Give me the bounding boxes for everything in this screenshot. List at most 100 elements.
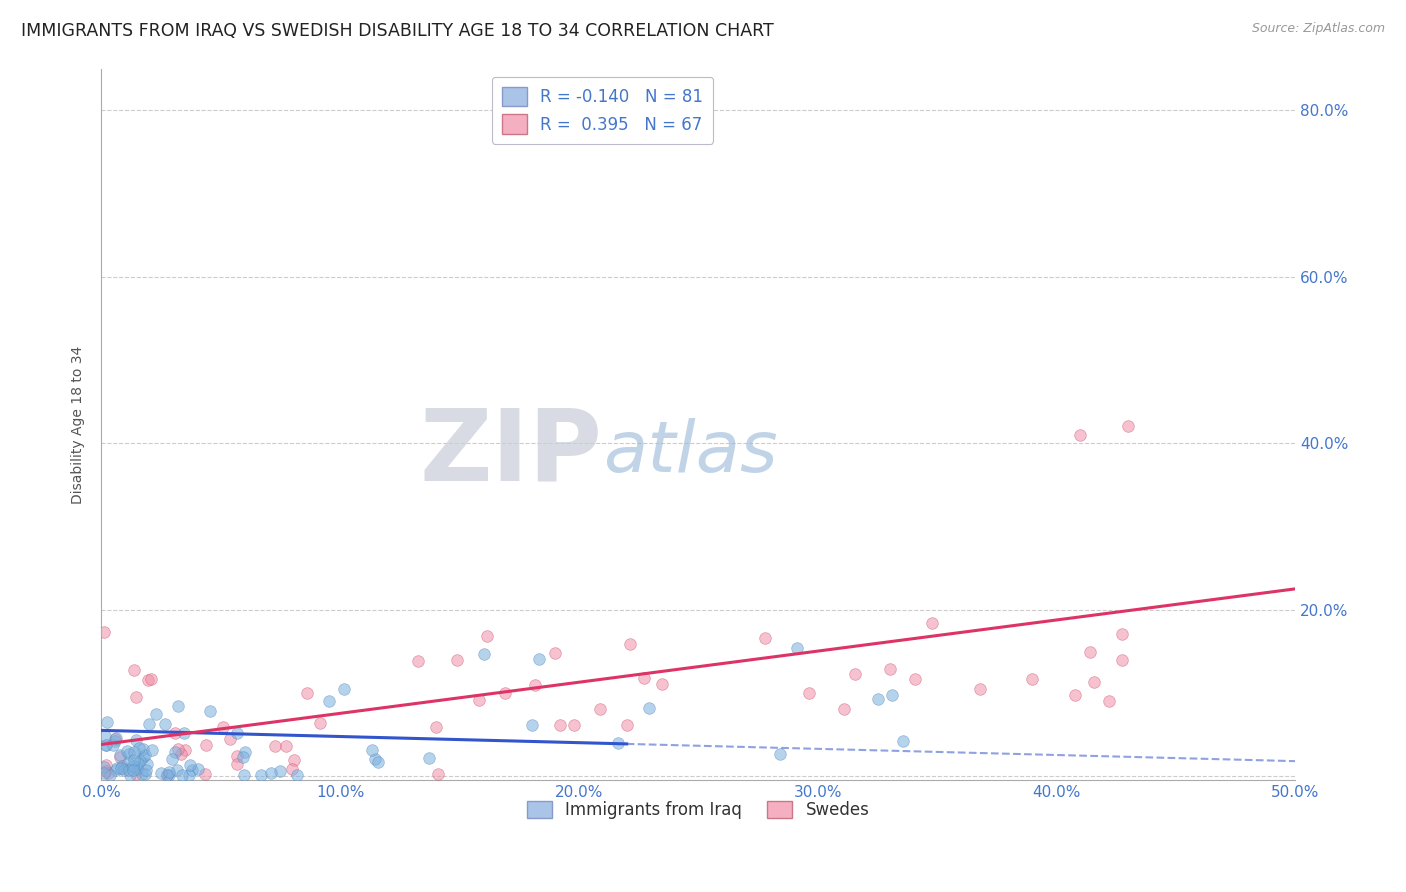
Point xyxy=(494,686,516,700)
Point xyxy=(879,662,901,676)
Text: ZIP: ZIP xyxy=(420,404,603,501)
Point xyxy=(1111,626,1133,640)
Point xyxy=(124,690,146,704)
Point xyxy=(93,765,115,780)
Point xyxy=(797,686,820,700)
Point xyxy=(104,763,127,777)
Point xyxy=(638,700,661,714)
Point xyxy=(194,766,217,780)
Point xyxy=(472,647,495,661)
Point xyxy=(260,765,283,780)
Point xyxy=(94,729,117,743)
Point xyxy=(264,739,287,754)
Point xyxy=(232,749,254,764)
Point xyxy=(250,768,273,782)
Point xyxy=(141,743,163,757)
Point xyxy=(179,758,201,772)
Point xyxy=(127,763,149,777)
Point xyxy=(446,653,468,667)
Point xyxy=(367,755,389,769)
Point xyxy=(141,672,163,686)
Point xyxy=(101,739,124,753)
Point xyxy=(166,741,188,756)
Point xyxy=(619,638,641,652)
Y-axis label: Disability Age 18 to 34: Disability Age 18 to 34 xyxy=(72,345,86,504)
Point xyxy=(170,747,193,762)
Point xyxy=(93,624,115,639)
Point xyxy=(138,717,160,731)
Point xyxy=(786,641,808,656)
Point xyxy=(225,726,247,740)
Point xyxy=(834,702,856,716)
Point xyxy=(135,764,157,778)
Point xyxy=(285,767,308,781)
Point xyxy=(163,746,186,760)
Legend: Immigrants from Iraq, Swedes: Immigrants from Iraq, Swedes xyxy=(520,794,876,825)
Point xyxy=(157,768,180,782)
Point xyxy=(110,759,132,773)
Point xyxy=(769,747,792,762)
Point xyxy=(475,629,498,643)
Point xyxy=(122,745,145,759)
Point xyxy=(94,758,117,772)
Point xyxy=(110,761,132,775)
Point xyxy=(108,750,131,764)
Point xyxy=(520,718,543,732)
Point xyxy=(283,753,305,767)
Point xyxy=(406,655,429,669)
Point xyxy=(280,762,302,776)
Point xyxy=(118,764,141,778)
Point xyxy=(136,673,159,688)
Point xyxy=(904,673,927,687)
Point xyxy=(1116,419,1139,434)
Point xyxy=(1021,672,1043,686)
Point xyxy=(131,742,153,756)
Point xyxy=(969,681,991,696)
Point xyxy=(295,686,318,700)
Point xyxy=(122,664,145,678)
Point xyxy=(118,768,141,782)
Point xyxy=(1069,427,1091,442)
Point xyxy=(524,677,547,691)
Point xyxy=(162,751,184,765)
Point xyxy=(125,766,148,780)
Point xyxy=(1064,688,1087,702)
Point xyxy=(150,766,173,780)
Point xyxy=(105,761,128,775)
Point xyxy=(157,764,180,779)
Point xyxy=(122,764,145,778)
Point xyxy=(177,768,200,782)
Point xyxy=(104,734,127,748)
Point xyxy=(467,692,489,706)
Point xyxy=(156,767,179,781)
Point xyxy=(633,671,655,685)
Point xyxy=(616,718,638,732)
Point xyxy=(94,738,117,752)
Point xyxy=(97,766,120,780)
Point xyxy=(170,767,193,781)
Point xyxy=(361,743,384,757)
Point xyxy=(134,767,156,781)
Text: atlas: atlas xyxy=(603,418,778,487)
Point xyxy=(108,747,131,762)
Point xyxy=(1097,694,1119,708)
Point xyxy=(589,702,612,716)
Point xyxy=(145,707,167,722)
Point xyxy=(174,743,197,757)
Point xyxy=(128,740,150,755)
Point xyxy=(426,767,449,781)
Point xyxy=(166,763,188,777)
Point xyxy=(233,746,256,760)
Point xyxy=(1078,645,1101,659)
Point xyxy=(112,761,135,775)
Point xyxy=(127,756,149,771)
Point xyxy=(98,768,121,782)
Point xyxy=(180,764,202,778)
Point xyxy=(105,731,128,745)
Point xyxy=(94,738,117,752)
Point xyxy=(131,767,153,781)
Point xyxy=(562,718,585,732)
Point xyxy=(117,756,139,770)
Point xyxy=(318,694,340,708)
Point xyxy=(173,726,195,740)
